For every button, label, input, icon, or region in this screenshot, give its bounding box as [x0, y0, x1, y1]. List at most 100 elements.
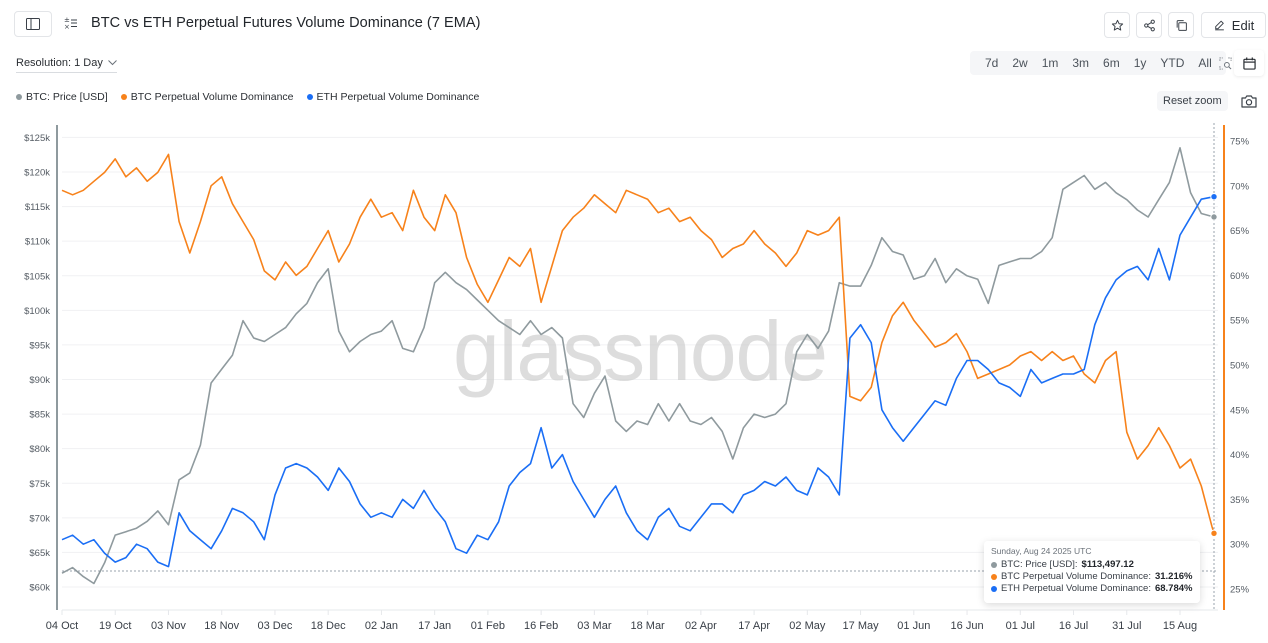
page-title: BTC vs ETH Perpetual Futures Volume Domi… [91, 15, 481, 31]
time-range-selector: 7d 2w 1m 3m 6m 1y YTD All [970, 51, 1232, 75]
y-left-tick-label: $115k [25, 202, 50, 213]
chevron-down-icon [107, 60, 117, 66]
y-right-tick-label: 45% [1230, 405, 1250, 416]
duplicate-button[interactable] [1168, 12, 1194, 38]
tooltip-value: 31.216% [1154, 571, 1193, 582]
line-chart[interactable]: $60k $65k $70k $75k $80k $85k $90k $95k $100k $10… [0, 118, 1268, 643]
x-tick-label: 16 Jun [951, 620, 984, 632]
camera-icon[interactable] [1241, 94, 1257, 108]
x-tick-label: 03 Nov [151, 620, 186, 632]
x-tick-label: 02 Jan [365, 620, 398, 632]
range-3m[interactable]: 3m [1072, 56, 1090, 70]
legend-item-eth-dominance[interactable]: ETH Perpetual Volume Dominance [306, 91, 480, 103]
x-tick-label: 17 May [843, 620, 880, 632]
tooltip-dot-icon [991, 562, 997, 568]
y-left-tick-label: $90k [29, 375, 50, 386]
y-right-tick-label: 30% [1230, 540, 1250, 551]
x-tick-label: 02 Apr [685, 620, 717, 632]
eth-dominance-line [61, 195, 1215, 568]
y-left-tick-label: $60k [29, 583, 50, 594]
calendar-icon [1242, 56, 1256, 70]
x-tick-label: 04 Oct [46, 620, 78, 632]
watermark-logo: glassnode [453, 304, 827, 398]
tooltip-label: BTC Perpetual Volume Dominance: [1001, 571, 1151, 582]
tooltip-date: Sunday, Aug 24 2025 UTC [991, 546, 1092, 556]
x-tick-label: 01 Jul [1006, 620, 1035, 632]
range-1y[interactable]: 1y [1133, 56, 1147, 70]
x-tick-label: 02 May [789, 620, 826, 632]
y-left-tick-label: $125k [24, 133, 50, 144]
y-left-tick-label: $80k [29, 444, 50, 455]
reset-zoom-button[interactable]: Reset zoom [1157, 91, 1228, 111]
y-left-tick-label: $70k [29, 513, 50, 524]
edit-label: Edit [1231, 17, 1255, 33]
edit-button[interactable]: Edit [1201, 12, 1266, 38]
y-right-tick-label: 35% [1230, 495, 1250, 506]
tooltip-label: ETH Perpetual Volume Dominance: [1001, 583, 1151, 594]
legend-label: ETH Perpetual Volume Dominance [316, 91, 480, 103]
legend-dot-icon [306, 94, 313, 100]
x-tick-label: 16 Feb [524, 620, 558, 632]
zoom-select-button[interactable] [1219, 51, 1232, 75]
sidebar-toggle-icon [26, 18, 40, 30]
x-tick-label: 18 Nov [204, 620, 239, 632]
y-right-tick-label: 75% [1230, 137, 1250, 148]
y-left-tick-label: $85k [29, 410, 50, 421]
zoom-select-icon [1219, 56, 1232, 70]
y-right-tick-label: 40% [1230, 450, 1250, 461]
y-right-tick-label: 25% [1230, 585, 1250, 596]
y-left-tick-label: $75k [29, 479, 50, 490]
resolution-dropdown[interactable]: Resolution: 1 Day [16, 57, 117, 73]
x-tick-label: 18 Mar [630, 620, 665, 632]
favorite-button[interactable] [1104, 12, 1130, 38]
x-tick-label: 01 Feb [471, 620, 505, 632]
btc-dominance-marker [1210, 529, 1218, 538]
y-right-tick-label: 55% [1230, 316, 1250, 327]
tooltip-row-eth-dominance: ETH Perpetual Volume Dominance: 68.784% [991, 583, 1193, 595]
btc-dominance-line [61, 153, 1215, 534]
y-left-tick-label: $100k [24, 306, 50, 317]
range-1m[interactable]: 1m [1041, 56, 1059, 70]
legend-item-btc-price[interactable]: BTC: Price [USD] [16, 91, 108, 103]
range-ytd[interactable]: YTD [1160, 56, 1185, 70]
chart-tooltip: Sunday, Aug 24 2025 UTC BTC: Price [USD]… [984, 541, 1200, 603]
calendar-button[interactable] [1234, 50, 1264, 76]
x-tick-label: 31 Jul [1112, 620, 1141, 632]
legend-item-btc-dominance[interactable]: BTC Perpetual Volume Dominance [120, 91, 294, 103]
chart-area[interactable]: $60k $65k $70k $75k $80k $85k $90k $95k $100k $10… [0, 118, 1268, 643]
x-tick-label: 17 Apr [738, 620, 770, 632]
y-right-tick-label: 70% [1230, 181, 1250, 192]
x-tick-label: 03 Mar [577, 620, 612, 632]
y-right-tick-label: 50% [1230, 361, 1250, 372]
tooltip-value: 68.784% [1154, 583, 1193, 594]
y-left-tick-label: $95k [29, 340, 50, 351]
range-2w[interactable]: 2w [1012, 56, 1028, 70]
btc-price-line [61, 146, 1215, 585]
tooltip-row-btc-dominance: BTC Perpetual Volume Dominance: 31.216% [991, 571, 1193, 583]
btc-price-marker [1210, 213, 1218, 221]
legend-dot-icon [16, 94, 22, 100]
list-formula-icon[interactable]: ±× [64, 16, 78, 30]
eth-dominance-marker [1210, 192, 1218, 201]
y-left-tick-label: $110k [25, 237, 50, 248]
tooltip-dot-icon [991, 574, 997, 580]
copy-icon [1176, 19, 1187, 31]
tooltip-label: BTC: Price [USD]: [1001, 559, 1078, 570]
share-icon [1143, 19, 1155, 31]
svg-text:×: × [64, 23, 70, 30]
range-all[interactable]: All [1198, 56, 1212, 70]
share-button[interactable] [1136, 12, 1162, 38]
y-right-tick-label: 60% [1230, 271, 1250, 282]
svg-text:±: ± [64, 16, 70, 24]
y-left-tick-label: $120k [24, 168, 50, 179]
resolution-label: Resolution: 1 Day [16, 57, 103, 69]
x-tick-label: 17 Jan [418, 620, 451, 632]
range-7d[interactable]: 7d [985, 56, 999, 70]
range-6m[interactable]: 6m [1103, 56, 1120, 70]
tooltip-dot-icon [991, 586, 997, 592]
sidebar-toggle-button[interactable] [14, 11, 52, 37]
legend-label: BTC: Price [USD] [26, 91, 108, 103]
y-right-tick-label: 65% [1230, 226, 1250, 237]
x-tick-label: 18 Dec [311, 620, 346, 632]
x-tick-label: 15 Aug [1163, 620, 1197, 632]
